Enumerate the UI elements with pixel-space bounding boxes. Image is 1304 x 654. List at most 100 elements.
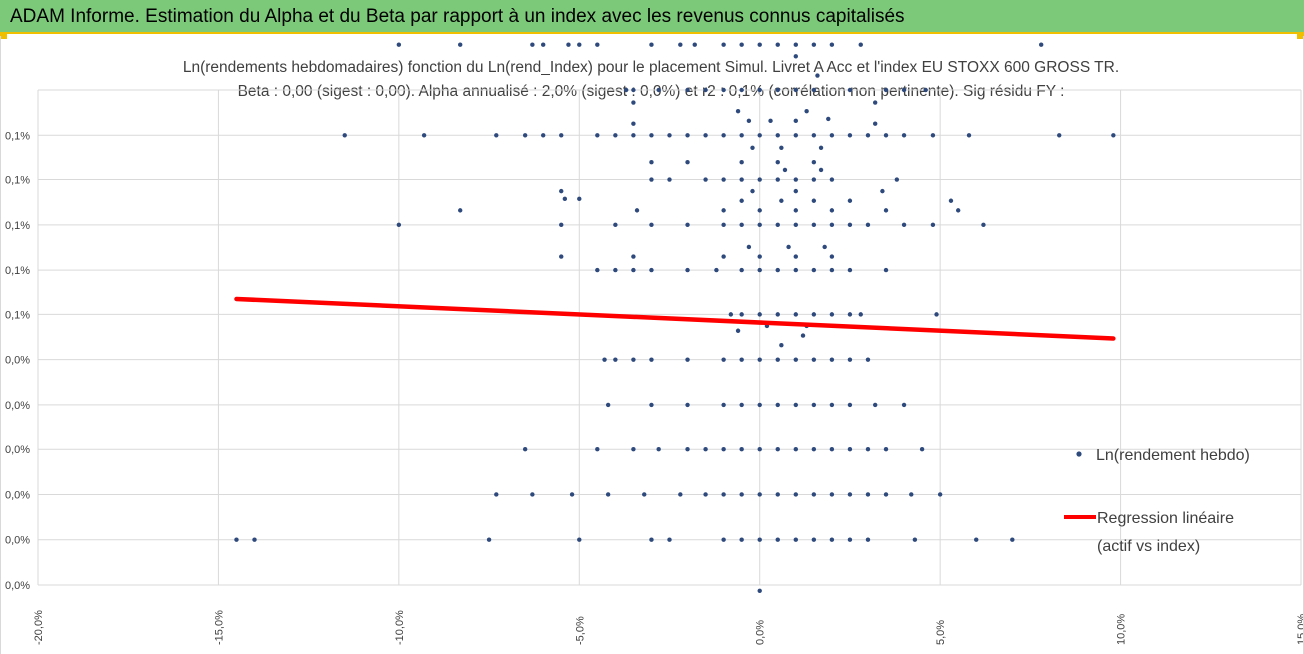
data-point — [541, 133, 546, 138]
data-point — [577, 42, 582, 47]
data-point — [757, 588, 762, 593]
data-point — [822, 244, 827, 250]
data-point — [865, 133, 871, 138]
data-point — [649, 537, 654, 542]
data-point — [872, 100, 878, 105]
data-point — [667, 177, 672, 182]
data-point — [793, 537, 798, 542]
data-point — [714, 267, 719, 273]
data-point — [786, 244, 791, 250]
data-point — [685, 267, 690, 273]
data-point — [735, 328, 741, 333]
data-point — [847, 447, 853, 452]
data-point — [811, 133, 817, 138]
data-point — [746, 244, 752, 250]
data-point — [829, 267, 835, 273]
data-point — [667, 537, 672, 542]
data-point — [530, 492, 535, 497]
data-point — [793, 402, 798, 408]
data-point — [775, 177, 780, 182]
data-point — [757, 177, 762, 182]
data-point — [530, 42, 535, 47]
data-point — [559, 222, 564, 228]
data-point — [569, 492, 575, 497]
data-point — [577, 196, 582, 202]
data-point — [883, 87, 889, 93]
data-point — [811, 537, 817, 542]
data-point — [678, 42, 683, 47]
data-point — [458, 208, 463, 213]
chart-title-line2: Beta : 0,00 (sigest : 0,00). Alpha annua… — [238, 83, 1065, 100]
data-point — [613, 267, 618, 273]
data-point — [739, 492, 744, 497]
data-point — [793, 208, 798, 213]
data-point — [981, 222, 986, 228]
data-point — [829, 492, 835, 497]
data-point — [757, 42, 762, 47]
data-point — [234, 537, 239, 542]
data-point — [631, 87, 636, 93]
data-point — [865, 357, 871, 362]
data-point — [847, 222, 853, 228]
data-point — [901, 133, 907, 138]
data-point — [750, 145, 755, 150]
data-point — [721, 492, 726, 497]
data-point — [757, 222, 762, 228]
data-point — [649, 133, 654, 138]
data-point — [847, 198, 853, 203]
data-point — [775, 312, 780, 317]
data-point — [252, 537, 257, 542]
y-tick-label: 0,1% — [5, 265, 30, 277]
data-point — [912, 537, 918, 542]
chart-title-line1: Ln(rendements hebdomadaires) fonction du… — [183, 59, 1119, 76]
data-point — [811, 447, 817, 452]
legend-label-regression-line2: (actif vs index) — [1097, 538, 1200, 555]
data-point — [793, 87, 798, 93]
data-point — [757, 254, 762, 259]
regression-line — [234, 296, 1116, 341]
data-point — [739, 402, 744, 408]
data-point — [757, 133, 762, 138]
data-point — [775, 537, 780, 542]
data-point — [811, 357, 817, 362]
data-point — [577, 537, 582, 542]
x-tick-label: -20,0% — [33, 610, 45, 645]
data-point — [811, 177, 817, 182]
data-point — [829, 357, 835, 362]
data-point — [685, 447, 690, 452]
data-point — [739, 160, 744, 165]
data-point — [930, 133, 936, 138]
data-point — [721, 447, 726, 452]
data-point — [685, 402, 690, 408]
data-point — [779, 343, 784, 348]
data-point — [739, 87, 744, 93]
data-point — [494, 133, 499, 138]
data-point — [909, 492, 914, 497]
x-tick-label: 15,0% — [1296, 614, 1303, 645]
data-point — [883, 133, 889, 138]
data-point — [685, 160, 690, 165]
data-point — [966, 133, 972, 138]
data-point — [974, 537, 979, 542]
data-point — [811, 87, 817, 93]
scatter-chart: Ln(rendements hebdomadaires) fonction du… — [5, 42, 1303, 645]
data-point — [494, 492, 499, 497]
data-point — [775, 267, 780, 273]
data-point — [815, 73, 820, 78]
data-point — [872, 402, 878, 408]
data-point — [739, 198, 744, 203]
x-tick-label: -10,0% — [394, 610, 406, 645]
y-tick-label: 0,0% — [5, 400, 30, 412]
data-point — [829, 208, 835, 213]
data-point — [613, 133, 618, 138]
y-axis-tick-labels: 0,0% 0,0% 0,0% 0,0% 0,0% 0,0% 0,1% 0,1% 0,1% 0,1%… — [5, 130, 30, 592]
data-point — [930, 222, 936, 228]
data-point — [703, 492, 708, 497]
data-point — [685, 357, 690, 362]
data-point — [811, 312, 817, 317]
data-point — [721, 208, 726, 213]
legend-marker-dot — [1076, 451, 1082, 457]
data-point — [739, 133, 744, 138]
data-point — [458, 42, 463, 47]
data-point — [631, 447, 636, 452]
